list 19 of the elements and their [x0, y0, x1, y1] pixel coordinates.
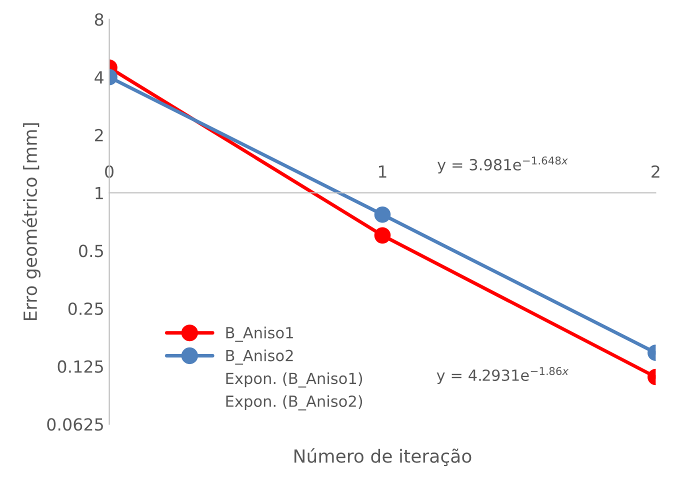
x-tick-label: 2 [652, 165, 660, 178]
y-tick-label: 4 [94, 71, 104, 84]
x-tick-label: 0 [105, 165, 114, 178]
text: Expon. (B_Aniso1) [226, 372, 362, 388]
legend-label: B_Aniso1 [226, 326, 293, 342]
y-tick-label: 0.125 [58, 360, 103, 373]
x-tick-label: 1 [379, 166, 386, 178]
y-tick-label: 0.5 [79, 244, 103, 258]
y-tick-label: 1 [96, 186, 103, 200]
x-axis-title: Número de iteração [294, 448, 472, 466]
legend-label: B_Aniso2 [226, 350, 293, 365]
text: Expon. (B_Aniso2) [226, 395, 362, 410]
annotation: y = 4.2931e$^{−1.86x}$ [436, 367, 569, 384]
y-tick-label: 2 [95, 128, 103, 142]
y-tick-label: 8 [94, 13, 104, 26]
y-tick-label: 0.0625 [47, 418, 103, 431]
annotation: y = 3.981e$^{−1.648x}$ [438, 156, 568, 174]
y-axis-title: Erro geométrico [mm] [22, 123, 41, 320]
y-tick-label: 0.25 [68, 302, 103, 316]
